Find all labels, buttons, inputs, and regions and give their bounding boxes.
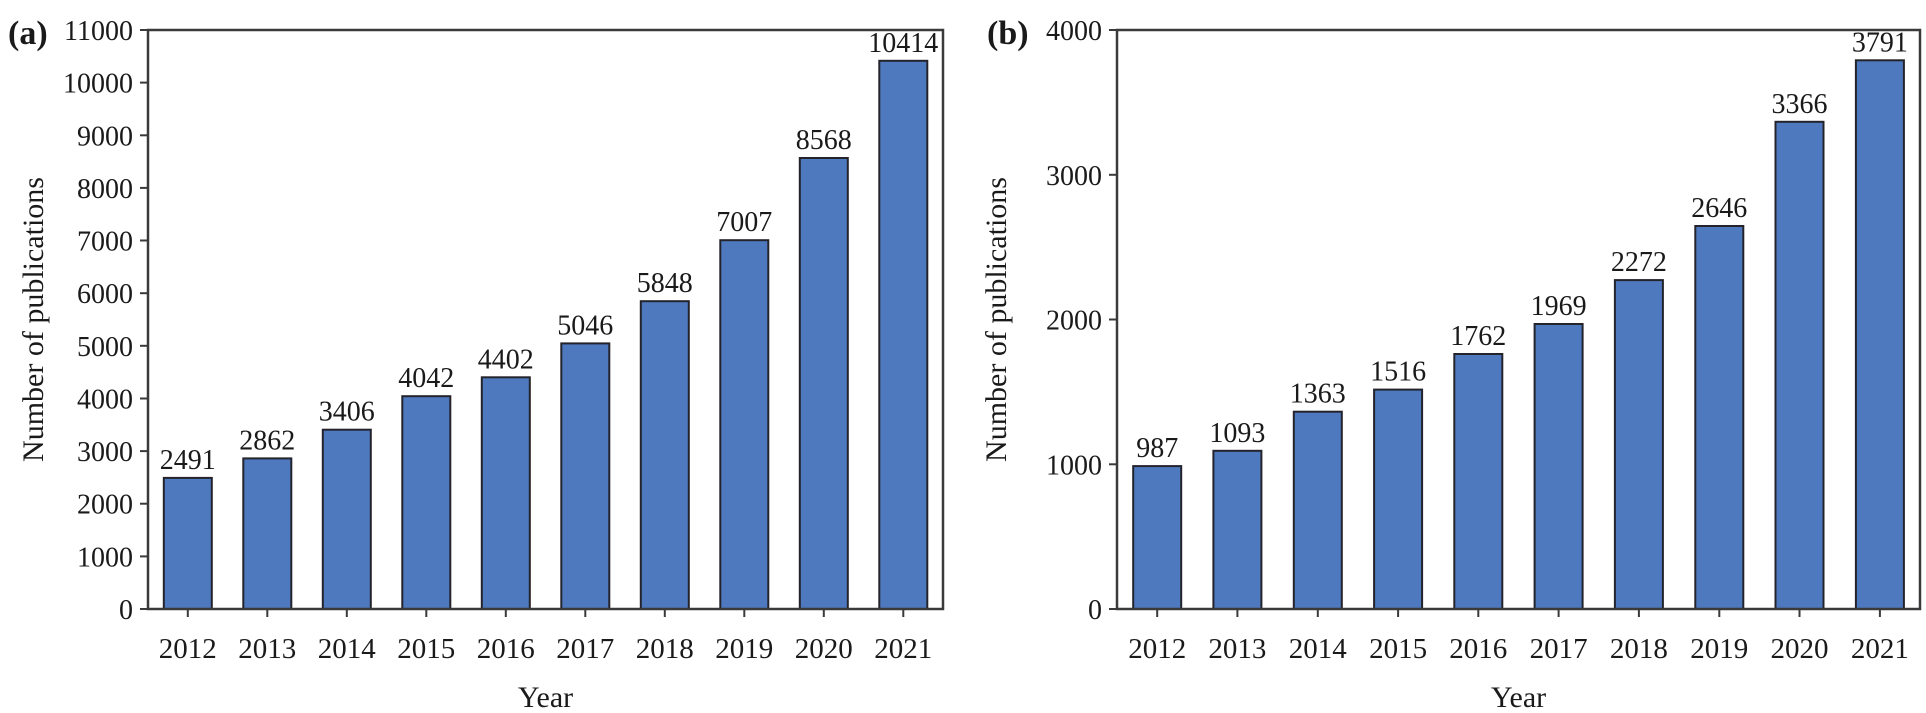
x-axis-tick-label: 2016 <box>1449 633 1507 665</box>
bar-value-label: 1363 <box>1290 379 1346 410</box>
bar-2017 <box>560 342 611 610</box>
x-axis-tick-label: 2020 <box>795 633 853 665</box>
x-axis-tick-label: 2017 <box>1530 633 1588 665</box>
y-axis-tick-label: 2000 <box>77 490 133 521</box>
x-axis-tick-label: 2015 <box>397 633 455 665</box>
bar-value-label: 1093 <box>1209 418 1265 449</box>
bar-value-label: 2272 <box>1611 247 1667 278</box>
chart-panel-a: 2491 2012 2862 2013 3406 2014 4042 2015 4402 2016… <box>8 15 945 713</box>
bar-2012 <box>1132 465 1183 610</box>
bar-2020 <box>798 157 849 610</box>
y-axis-tick-label: 8000 <box>77 174 133 205</box>
y-axis-tick-label: 11000 <box>64 16 133 47</box>
bar-value-label: 4402 <box>478 344 534 375</box>
y-axis-title: Number of publications <box>980 177 1013 462</box>
x-axis-tick-label: 2015 <box>1369 633 1427 665</box>
bar-value-label: 3406 <box>319 397 375 428</box>
y-axis-tick-label: 6000 <box>77 279 133 310</box>
bar-2018 <box>639 300 690 610</box>
panel-label: (b) <box>987 15 1029 52</box>
bar-value-label: 2491 <box>160 445 216 476</box>
bar-value-label: 7007 <box>716 207 772 238</box>
bar-2019 <box>1694 225 1745 610</box>
bar-2020 <box>1774 120 1825 611</box>
bar-2017 <box>1533 323 1584 610</box>
bar-2014 <box>1292 410 1343 611</box>
bar-2013 <box>242 457 293 610</box>
x-axis-tick-label: 2018 <box>1610 633 1668 665</box>
y-axis-tick-label: 10000 <box>63 69 133 100</box>
x-axis-tick-label: 2019 <box>715 633 773 665</box>
bar-2015 <box>401 395 452 611</box>
bar-value-label: 4042 <box>398 363 454 394</box>
panel-label: (a) <box>8 15 48 52</box>
chart-panel-b: 987 2012 1093 2013 1363 2014 1516 2015 1762 2016 1… <box>963 0 1926 713</box>
bar-value-label: 3791 <box>1852 27 1908 58</box>
bar-value-label: 5848 <box>637 268 693 299</box>
bar-2021 <box>878 59 929 611</box>
y-axis-tick-label: 5000 <box>77 332 133 363</box>
x-axis-tick-label: 2014 <box>318 633 377 665</box>
bar-value-label: 10414 <box>868 28 938 59</box>
bar-chart-a: 2491 2012 2862 2013 3406 2014 4042 2015 4402 2016… <box>8 15 945 713</box>
x-axis-tick-label: 2021 <box>1851 633 1909 665</box>
y-axis-tick-label: 0 <box>1088 595 1102 626</box>
x-axis-tick-label: 2016 <box>477 633 535 665</box>
bar-2018 <box>1613 279 1664 610</box>
bar-value-label: 1516 <box>1370 357 1426 388</box>
bar-2013 <box>1212 449 1263 610</box>
bar-2019 <box>719 239 770 610</box>
plot-border <box>1115 28 1922 611</box>
y-axis-title: Number of publications <box>17 177 50 462</box>
x-axis-tick-label: 2013 <box>238 633 296 665</box>
bar-value-label: 1762 <box>1450 321 1506 352</box>
y-axis-tick-label: 2000 <box>1046 306 1102 337</box>
bar-value-label: 1969 <box>1531 291 1587 322</box>
bar-value-label: 987 <box>1136 433 1178 464</box>
y-axis-tick-label: 3000 <box>1046 161 1102 192</box>
y-axis-tick-label: 0 <box>119 595 133 626</box>
bar-value-label: 2646 <box>1691 193 1747 224</box>
x-axis-tick-label: 2013 <box>1208 633 1266 665</box>
x-axis-title: Year <box>1491 681 1546 713</box>
y-axis-tick-label: 1000 <box>1046 450 1102 481</box>
y-axis-tick-label: 1000 <box>77 542 133 573</box>
bar-chart-b: 987 2012 1093 2013 1363 2014 1516 2015 1762 2016 1… <box>980 15 1922 713</box>
bar-2021 <box>1854 59 1905 611</box>
bar-value-label: 5046 <box>557 310 613 341</box>
x-axis-tick-label: 2012 <box>1128 633 1186 665</box>
x-axis-tick-label: 2012 <box>159 633 217 665</box>
x-axis-title: Year <box>518 681 573 713</box>
y-axis-tick-label: 4000 <box>1046 16 1102 47</box>
bar-2015 <box>1373 388 1424 610</box>
y-axis-tick-label: 4000 <box>77 385 133 416</box>
y-axis-tick-label: 3000 <box>77 437 133 468</box>
bar-2012 <box>162 476 213 610</box>
x-axis-tick-label: 2021 <box>874 633 932 665</box>
y-axis-tick-label: 7000 <box>77 227 133 258</box>
y-axis-tick-label: 9000 <box>77 121 133 152</box>
x-axis-tick-label: 2014 <box>1289 633 1348 665</box>
bar-2016 <box>1453 353 1504 610</box>
x-axis-tick-label: 2019 <box>1690 633 1748 665</box>
x-axis-tick-label: 2017 <box>556 633 614 665</box>
bar-2014 <box>321 428 372 611</box>
plot-border <box>146 28 945 611</box>
bar-value-label: 3366 <box>1772 89 1828 120</box>
bar-value-label: 8568 <box>796 125 852 156</box>
x-axis-tick-label: 2018 <box>636 633 694 665</box>
x-axis-tick-label: 2020 <box>1771 633 1829 665</box>
bar-value-label: 2862 <box>239 425 295 456</box>
bar-2016 <box>480 376 531 610</box>
